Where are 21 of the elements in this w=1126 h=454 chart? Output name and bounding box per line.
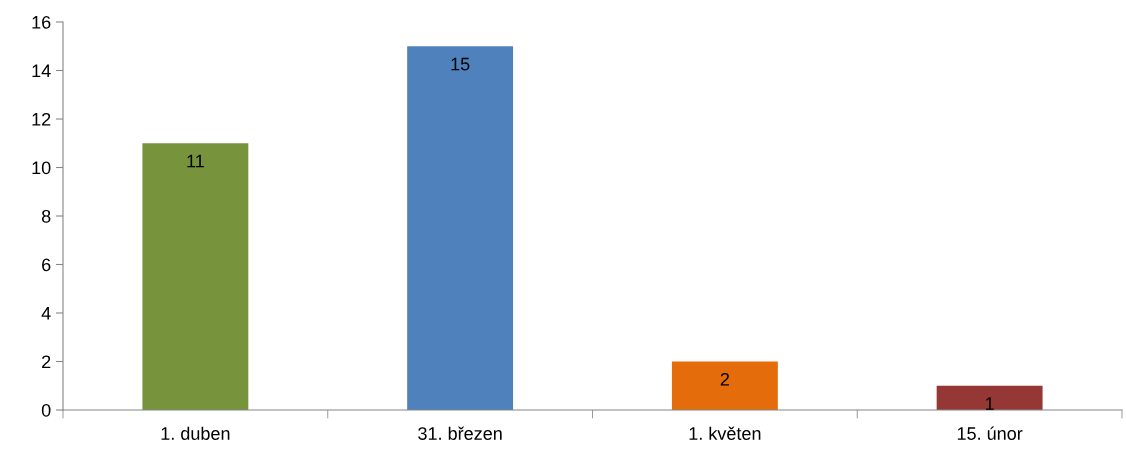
data-label: 1 — [985, 397, 994, 410]
y-tick-label: 14 — [32, 64, 51, 78]
bar — [142, 143, 249, 410]
bar — [407, 46, 514, 410]
bar — [671, 361, 778, 410]
y-tick-label: 10 — [32, 161, 51, 175]
x-tick-label: 1. květen — [689, 426, 761, 440]
y-tick-label: 16 — [32, 15, 51, 29]
y-tick-label: 4 — [41, 307, 51, 320]
x-tick-label: 1. duben — [161, 426, 230, 440]
y-tick-label: 12 — [32, 112, 51, 126]
y-tick-label: 0 — [41, 403, 51, 417]
data-label: 15 — [451, 57, 470, 71]
y-tick-label: 6 — [42, 258, 51, 272]
y-tick-label: 2 — [42, 355, 51, 369]
data-label: 2 — [720, 372, 729, 386]
data-label: 11 — [187, 154, 204, 168]
bar — [936, 385, 1043, 410]
x-tick-label: 31. březen — [418, 426, 502, 440]
x-tick-label: 15. únor — [957, 426, 1023, 440]
y-tick-label: 8 — [41, 209, 51, 223]
